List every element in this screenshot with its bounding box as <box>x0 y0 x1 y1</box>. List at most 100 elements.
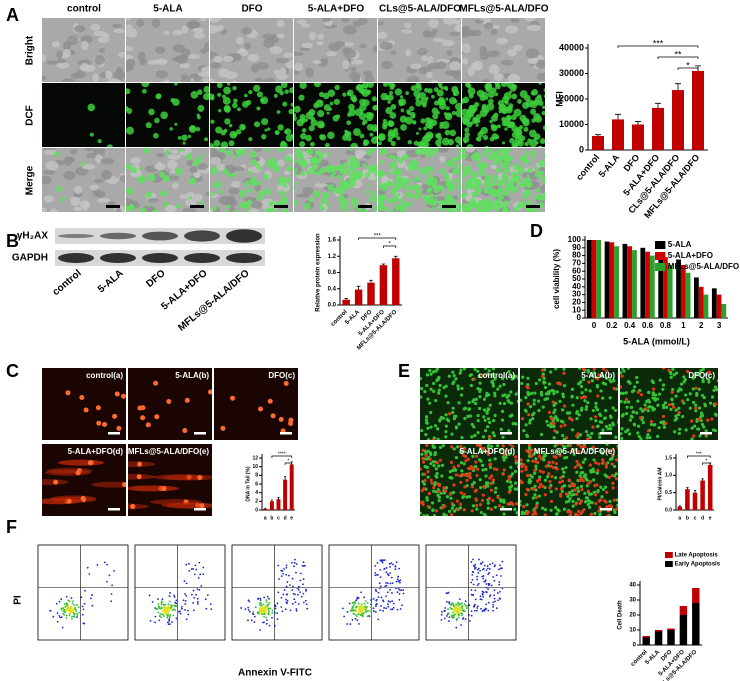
cell <box>117 51 125 58</box>
live-cell <box>583 491 587 495</box>
event <box>383 607 385 609</box>
fluor <box>471 171 478 178</box>
live-cell <box>513 487 517 491</box>
live-cell <box>488 403 492 407</box>
event <box>184 600 187 602</box>
live-cell <box>541 506 545 510</box>
event <box>455 603 457 606</box>
event <box>479 569 481 572</box>
y-tick-label: 0.0 <box>328 303 337 309</box>
live-cell <box>550 388 554 392</box>
cell <box>342 42 354 47</box>
live-cell <box>699 368 703 373</box>
live-cell <box>590 431 594 436</box>
fluor <box>325 165 334 173</box>
fluor <box>382 152 386 156</box>
live-cell <box>458 506 463 510</box>
event <box>498 581 501 583</box>
fluor <box>348 161 355 168</box>
event <box>106 563 108 566</box>
event <box>259 597 262 600</box>
event <box>154 621 156 624</box>
comet-tail <box>57 459 104 466</box>
live-cell <box>448 476 452 480</box>
live-cell <box>588 505 592 509</box>
live-cell <box>424 415 429 419</box>
dead-cell <box>466 457 470 461</box>
cell <box>70 72 82 79</box>
micrograph <box>378 83 461 147</box>
live-cell <box>663 401 667 405</box>
dead-cell <box>430 481 434 485</box>
event <box>357 623 360 625</box>
fluor <box>523 158 530 165</box>
event <box>76 614 79 617</box>
live-cell <box>444 513 448 516</box>
cell <box>527 58 539 65</box>
live-cell <box>582 377 586 382</box>
comet-head <box>53 479 59 485</box>
comet-head <box>122 482 126 488</box>
dead-cell <box>551 460 555 464</box>
fluor <box>277 124 284 131</box>
dead-cell <box>612 498 616 502</box>
dead-cell <box>489 507 493 511</box>
event <box>402 592 405 595</box>
fluor <box>423 126 428 131</box>
fluor <box>424 153 429 158</box>
dead-cell <box>509 501 513 505</box>
fluor <box>327 89 336 98</box>
x-tick-label: 1 <box>681 321 686 330</box>
live-cell <box>467 495 471 499</box>
fluor <box>429 168 435 173</box>
fluor <box>390 187 394 191</box>
dead-cell <box>466 474 470 478</box>
dead-cell <box>555 467 559 471</box>
event <box>168 615 171 618</box>
event <box>395 561 398 564</box>
live-cell <box>434 369 438 373</box>
live-cell <box>553 476 558 480</box>
event <box>157 598 159 600</box>
event <box>346 623 349 625</box>
panel-label: A <box>6 5 19 25</box>
cell <box>243 196 257 202</box>
dead-cell <box>672 405 676 409</box>
live-cell <box>482 415 486 419</box>
fluor <box>188 125 197 133</box>
fluor <box>425 199 430 204</box>
event <box>453 616 456 619</box>
live-cell <box>589 492 593 496</box>
cell <box>253 148 263 152</box>
fluor <box>454 136 461 144</box>
live-cell <box>426 449 431 453</box>
fluor <box>395 169 402 176</box>
y-tick-label: 30000 <box>559 68 584 78</box>
live-cell <box>677 406 681 410</box>
dead-cell <box>526 474 530 478</box>
event <box>273 611 276 614</box>
event <box>185 595 188 597</box>
x-tick-label: d <box>284 515 287 521</box>
column-header: control <box>67 4 101 15</box>
live-cell <box>595 471 599 475</box>
fluor <box>406 191 411 197</box>
fluor <box>412 120 417 125</box>
fluor <box>527 199 531 204</box>
cell <box>448 70 461 77</box>
scale-bar <box>500 508 512 511</box>
fluor <box>194 156 203 165</box>
live-cell <box>591 467 595 471</box>
event <box>68 600 71 602</box>
live-cell <box>549 508 553 512</box>
event <box>440 618 443 621</box>
event <box>440 611 443 613</box>
fluor <box>499 179 506 186</box>
dead-cell <box>638 416 643 420</box>
cell <box>42 175 52 185</box>
flow-frame <box>134 544 226 641</box>
live-cell <box>575 417 579 421</box>
fluor <box>126 163 132 170</box>
event <box>75 610 78 613</box>
fluor <box>378 194 385 202</box>
